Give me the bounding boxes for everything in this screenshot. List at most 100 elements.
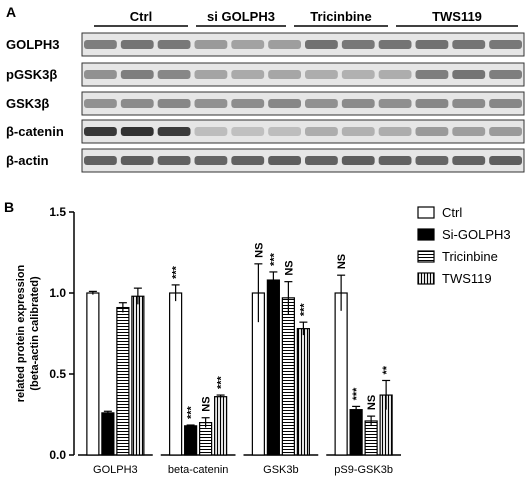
blot-strip [81,62,525,87]
blot-band [120,70,154,79]
blot-strip [81,91,525,116]
blot-band [452,40,486,49]
blot-row-label: pGSK3β [6,67,57,82]
blot-band [194,156,228,165]
blot-band [415,99,449,108]
western-blot-figure: A Ctrl si GOLPH3 Tricinbine TWS119 GOLPH3 pGSK… [6,4,525,173]
blot-strip [81,32,525,57]
x-tick-label: GOLPH3 [93,464,138,476]
blot-band [84,127,117,136]
panel-a-letter: A [6,4,16,20]
blot-band [378,40,412,49]
significance-label: NS [253,243,265,258]
significance-label: ** [381,365,393,374]
bar [349,409,363,456]
blot-band [489,99,522,108]
blot-band [268,70,301,79]
x-tick-label: GSK3b [263,464,298,476]
bar-chart: B 0.0 0.5 1.0 1.5 related protein expression(… [4,199,511,476]
legend-label: Tricinbine [442,249,498,264]
blot-band [194,99,228,108]
blot-band [489,40,522,49]
bar [334,292,348,456]
legend-swatch [417,206,435,219]
significance-label: NS [336,254,348,269]
x-tick-label: beta-catenin [168,464,229,476]
blot-band [341,127,375,136]
bar [131,295,145,456]
legend-swatch [417,250,435,263]
blot-band [120,99,154,108]
bar [281,297,295,456]
blot-band [84,156,117,165]
bar [169,292,183,456]
bar [364,420,378,456]
blot-band [268,127,301,136]
legend-swatch [417,228,435,241]
blot-strip [81,148,525,173]
bar [214,396,228,456]
blot-band [305,70,338,79]
blot-band [341,40,375,49]
blot-band [305,40,338,49]
legend-label: Ctrl [442,205,462,220]
blot-band [120,127,154,136]
blot-band [452,127,486,136]
blot-band [452,99,486,108]
blot-band [194,70,228,79]
blot-strip [81,119,525,144]
blot-band [231,40,265,49]
blot-band [305,156,338,165]
bar [101,412,115,456]
bar-chart-panel: B 0.0 0.5 1.0 1.5 related protein expression(… [0,190,529,497]
blot-band [452,70,486,79]
significance-label: NS [201,396,213,411]
bar [116,306,130,456]
significance-label: *** [268,252,280,266]
blot-row-label: β-actin [6,153,49,168]
group-label: si GOLPH3 [207,9,275,24]
blot-band [341,99,375,108]
panel-b-letter: B [4,199,14,215]
blot-band [268,99,301,108]
y-axis-label: related protein expression [15,264,27,402]
significance-label: *** [216,375,228,389]
blot-band [378,156,412,165]
blot-row-label: GOLPH3 [6,37,59,52]
blot-band [194,40,228,49]
blot-band [120,156,154,165]
legend-swatch [417,272,435,285]
significance-label: NS [283,260,295,275]
blot-band [415,127,449,136]
blot-band [84,99,117,108]
x-tick-label: pS9-GSK3b [334,464,393,476]
blot-row-label: GSK3β [6,96,49,111]
significance-label: *** [298,303,310,317]
blot-band [194,127,228,136]
blot-band [341,156,375,165]
bar [86,292,100,456]
blot-band [231,127,265,136]
legend-label: TWS119 [442,271,492,286]
y-tick-label: 0.0 [49,448,66,462]
blot-band [341,70,375,79]
western-blot-panel: A Ctrl si GOLPH3 Tricinbine TWS119 GOLPH3 pGSK… [0,0,529,178]
blot-band [231,70,265,79]
y-axis-label-sub: (beta-actin calibrated) [29,276,41,391]
y-tick-label: 1.5 [49,205,66,219]
group-label: Ctrl [130,9,152,24]
bar [266,279,280,456]
blot-band [157,70,191,79]
blot-band [415,40,449,49]
y-tick-label: 0.5 [49,367,66,381]
group-label: Tricinbine [310,9,371,24]
significance-label: *** [171,265,183,279]
blot-band [157,99,191,108]
blot-band [268,40,301,49]
significance-label: *** [186,405,198,419]
y-tick-label: 1.0 [49,286,66,300]
blot-band [489,70,522,79]
blot-band [489,127,522,136]
blot-band [452,156,486,165]
legend-label: Si-GOLPH3 [442,227,511,242]
